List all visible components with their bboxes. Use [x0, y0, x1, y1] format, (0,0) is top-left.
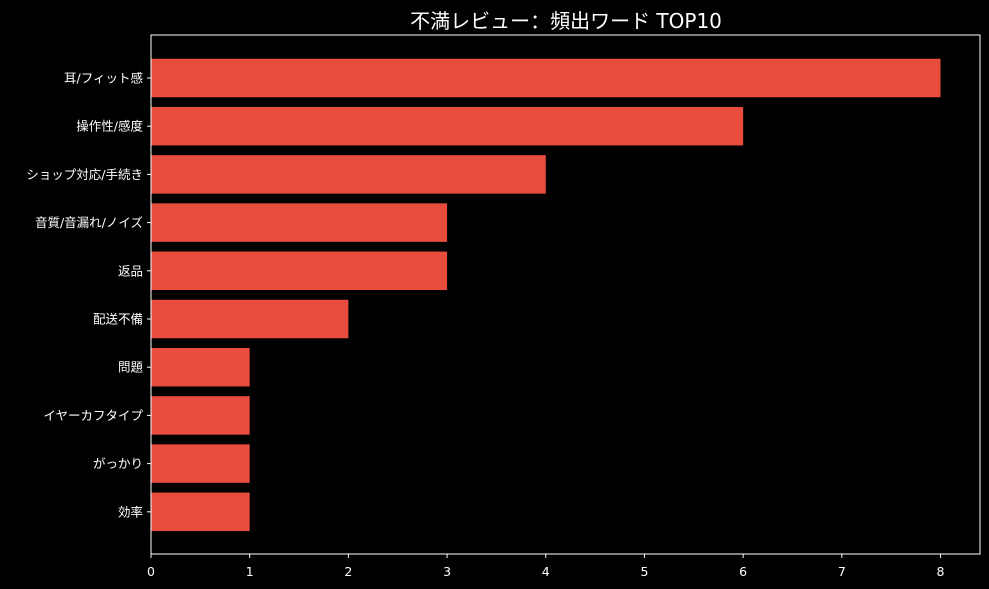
bar-5 [151, 251, 448, 291]
y-tick-label: 効率 [118, 504, 143, 519]
bar-4 [151, 203, 448, 242]
y-tick-label: イヤーカフタイプ [43, 408, 143, 423]
x-tick-label: 8 [937, 564, 945, 579]
bar-10 [151, 492, 250, 532]
y-tick-label: がっかり [93, 456, 143, 471]
bar-9 [151, 444, 250, 483]
y-tick-labels: 耳/フィット感操作性/感度ショップ対応/手続き音質/音漏れ/ノイズ返品配送不備問… [26, 71, 151, 519]
y-tick-label: 配送不備 [93, 312, 143, 327]
bars-group [151, 58, 941, 532]
x-tick-label: 6 [739, 564, 747, 579]
x-tick-label: 7 [838, 564, 846, 579]
bar-1 [151, 58, 941, 98]
bar-6 [151, 299, 349, 339]
plot-frame [150, 34, 981, 555]
x-tick-label: 1 [246, 564, 254, 579]
y-tick-label: 返品 [118, 263, 143, 278]
y-tick-label: 操作性/感度 [76, 119, 143, 134]
x-tick-label: 4 [542, 564, 550, 579]
x-axis: 0 1 2 3 4 5 6 7 8 [147, 554, 945, 579]
y-tick-label: 音質/音漏れ/ノイズ [35, 215, 143, 230]
bar-2 [151, 106, 744, 146]
bar-8 [151, 396, 250, 435]
y-tick-label: 問題 [118, 360, 144, 375]
chart-title: 不満レビュー：頻出ワード TOP10 [410, 9, 722, 33]
x-tick-label: 2 [344, 564, 352, 579]
y-tick-label: ショップ対応/手続き [26, 167, 143, 182]
x-tick-label: 5 [640, 564, 648, 579]
bar-3 [151, 155, 546, 194]
x-tick-label: 3 [443, 564, 451, 579]
bar-7 [151, 347, 250, 387]
x-tick-label: 0 [147, 564, 155, 579]
y-tick-label: 耳/フィット感 [64, 71, 143, 86]
